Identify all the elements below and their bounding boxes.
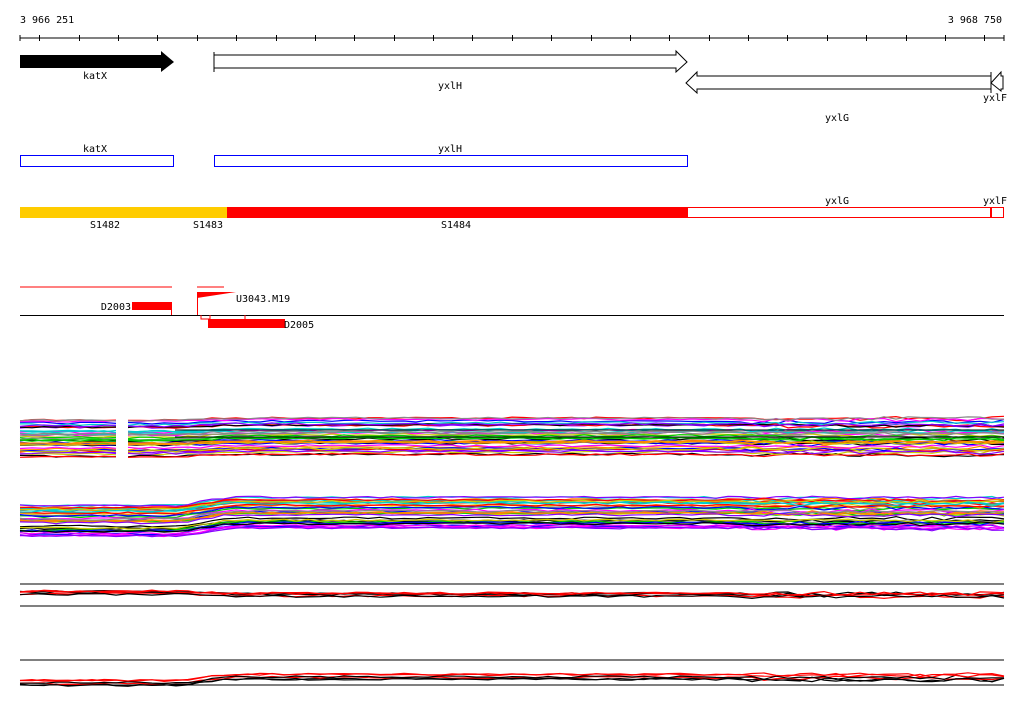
feature-D2003[interactable] [132,302,172,310]
expression-profile-line [19,589,1005,597]
feature-label-U3043.M19: U3043.M19 [236,294,290,305]
segment-yxlG[interactable] [687,207,1004,218]
gene-arrow-yxlF[interactable] [990,70,1004,93]
expression-profile-line [19,501,1005,513]
segment-S1484[interactable] [227,207,687,218]
expression-profile-line [19,526,1005,538]
expression-profile-line [19,422,1005,428]
expression-profile-line [19,435,1005,442]
expression-profile-line [19,416,1005,422]
feature-label-D2005: D2005 [284,320,314,331]
segment-label-S1484: S1484 [441,220,471,231]
expression-profile-line [19,503,1005,516]
segment-label-yxlF: yxlF [983,196,1007,207]
gene-label-yxlF: yxlF [983,93,1007,104]
cds-box-katX[interactable] [20,155,174,167]
expression-profile-line [19,443,1005,450]
expression-profile-line [19,433,1005,439]
expression-profile-line [19,495,1005,507]
expression-profile-line [19,452,1005,459]
gene-label-yxlH: yxlH [438,81,462,92]
expression-profile-line [19,499,1005,511]
expression-profiles [19,410,1005,687]
expression-profile-line [19,439,1005,446]
gene-arrow-katX[interactable] [20,51,174,72]
segment-track: S1482 S1483 S1484 yxlG yxlF [20,196,1007,231]
expression-profile-line [19,429,1005,436]
feature-U3043.M19[interactable] [197,292,236,298]
cds-label-katX: katX [83,144,107,155]
expression-profile-line [19,417,1005,423]
gene-label-yxlG: yxlG [825,113,849,124]
expression-profile-line [19,505,1005,518]
expression-profile-line [19,523,1005,536]
expression-profile-line [19,503,1005,515]
segment-S1482-S1483[interactable] [20,207,227,218]
ruler-end-label: 3 968 750 [948,15,1002,26]
cds-label-yxlH: yxlH [438,144,462,155]
expression-profile-line [19,509,1005,521]
ruler-start-label: 3 966 251 [20,15,74,26]
expression-profile-line [19,672,1005,682]
gene-label-katX: katX [83,71,107,82]
expression-profile-line [19,592,1005,600]
gene-track: katX yxlH yxlG yxlF [20,49,1007,124]
segment-label-S1483: S1483 [193,220,223,231]
gene-arrow-yxlH[interactable] [213,49,688,74]
expression-profile-line [19,512,1005,525]
expression-profile-line [19,515,1005,528]
feature-label-D2003: D2003 [101,302,131,313]
expression-profile-line [19,521,1005,533]
coordinate-ruler: 3 966 251 3 968 750 [19,15,1005,41]
expression-profile-line [19,518,1005,530]
expression-profile-line [19,510,1005,523]
cds-track: katX yxlH [20,144,688,167]
feature-track: D2003 U3043.M19 D2005 [20,286,1004,331]
expression-profile-line [19,525,1005,537]
segment-label-yxlG: yxlG [825,196,849,207]
cds-box-yxlH[interactable] [214,155,688,167]
gene-arrow-yxlG[interactable] [685,70,992,95]
expression-profile-line [20,674,1004,685]
feature-D2005[interactable] [208,319,285,328]
segment-label-S1482: S1482 [90,220,120,231]
expression-profile-line [19,423,1005,429]
